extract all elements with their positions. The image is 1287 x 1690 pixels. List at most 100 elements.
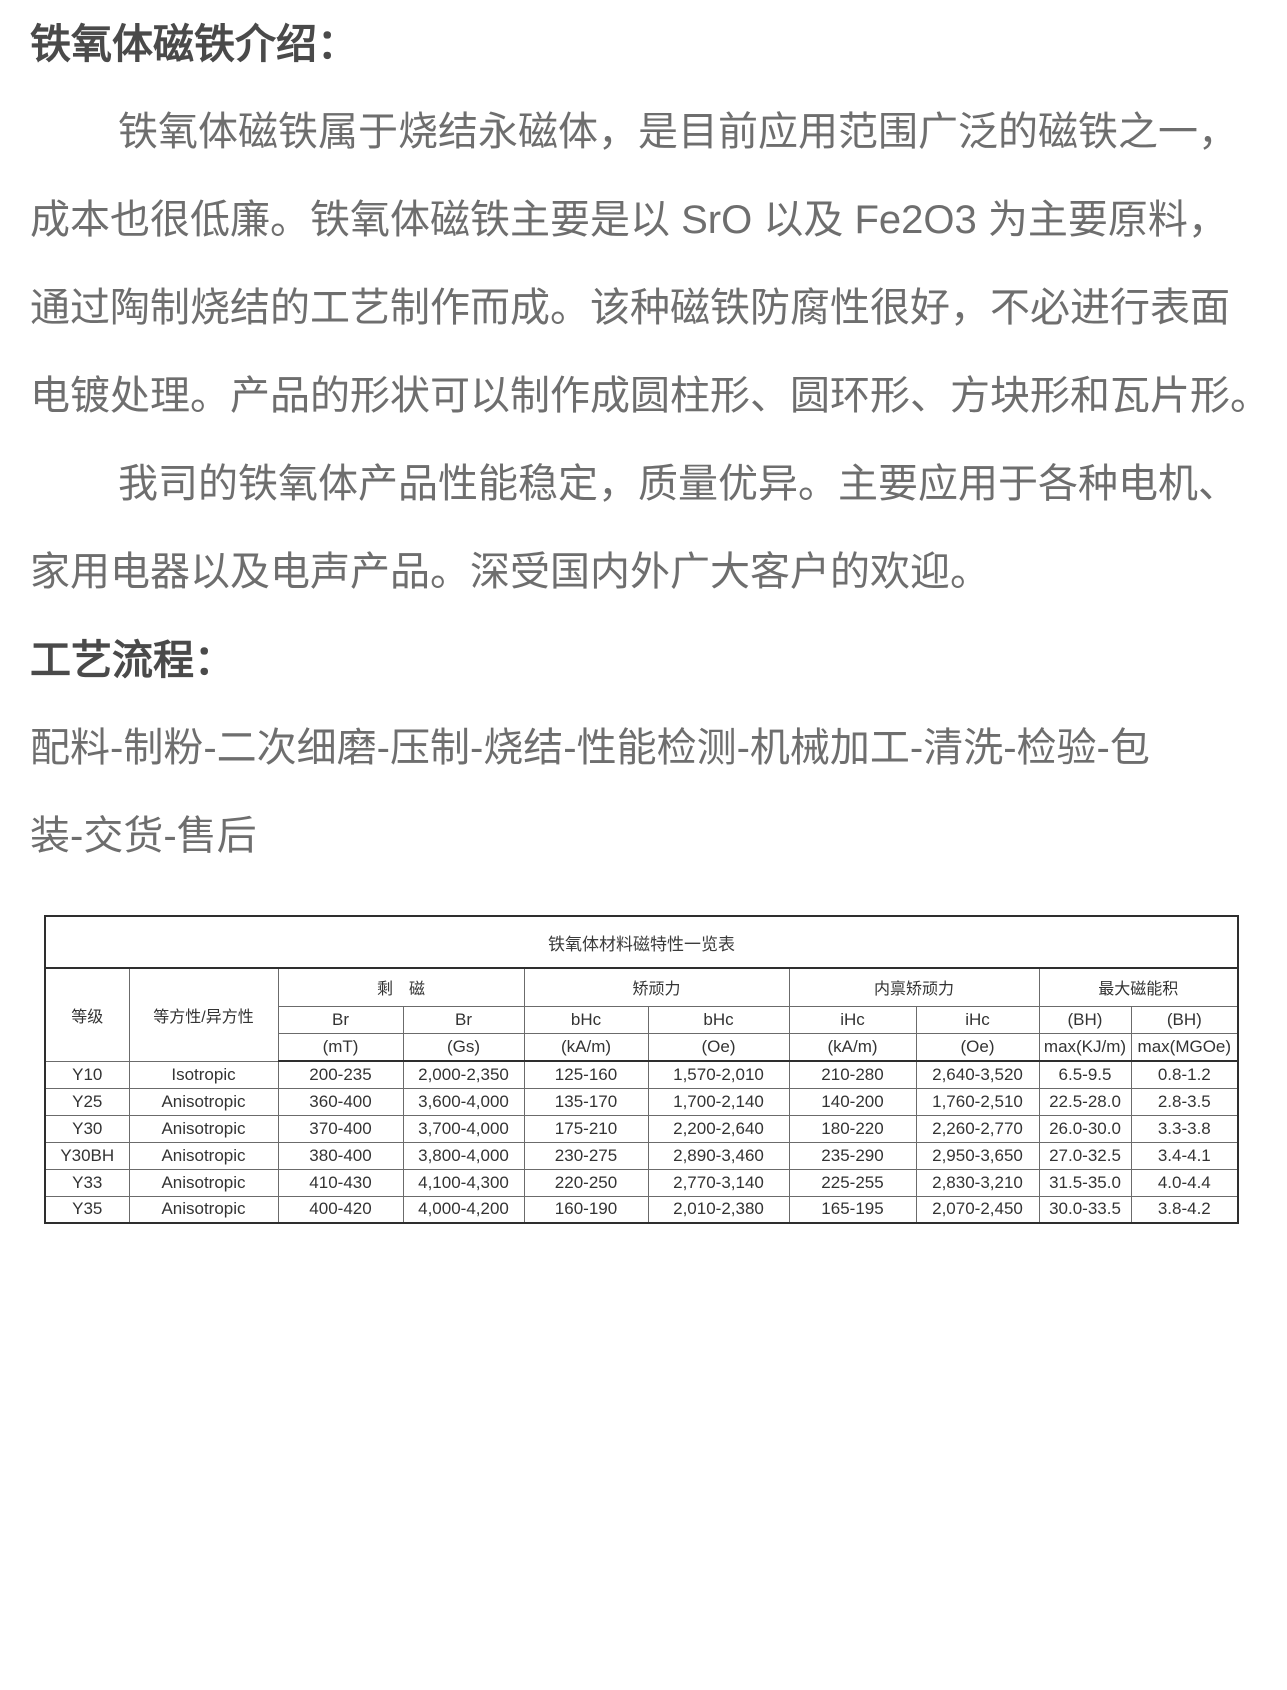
table-cell: 180-220	[788, 1114, 917, 1143]
table-cell: 2,950-3,650	[915, 1141, 1040, 1170]
table-cell: 3.4-4.1	[1130, 1141, 1239, 1170]
table-cell: 370-400	[277, 1114, 404, 1143]
table-row: Y33 Anisotropic 410-430 4,100-4,300 220-…	[44, 1168, 1239, 1197]
column-header: (BH)	[1130, 1005, 1239, 1034]
table-cell: 6.5-9.5	[1038, 1060, 1132, 1089]
table-cell: 380-400	[277, 1141, 404, 1170]
table-cell: 2,010-2,380	[647, 1195, 790, 1224]
column-unit: (Gs)	[402, 1032, 525, 1062]
table-cell: 1,700-2,140	[647, 1087, 790, 1116]
table-cell: Y30	[44, 1114, 130, 1143]
table-cell: 4,000-4,200	[402, 1195, 525, 1224]
paragraph-line: 电镀处理。产品的形状可以制作成圆柱形、圆环形、方块形和瓦片形。	[30, 374, 1270, 418]
table-cell: 2.8-3.5	[1130, 1087, 1239, 1116]
table-cell: Anisotropic	[128, 1168, 279, 1197]
column-unit: (mT)	[277, 1032, 404, 1062]
table-cell: 210-280	[788, 1060, 917, 1089]
table-cell: 135-170	[523, 1087, 649, 1116]
column-unit: (kA/m)	[788, 1032, 917, 1062]
table-cell: 2,000-2,350	[402, 1060, 525, 1089]
process-paragraph: 配料-制粉-二次细磨-压制-烧结-性能检测-机械加工-清洗-检验-包 装-交货-…	[30, 704, 1257, 880]
table-cell: 125-160	[523, 1060, 649, 1089]
table-row: Y35 Anisotropic 400-420 4,000-4,200 160-…	[44, 1195, 1239, 1224]
table-cell: 2,070-2,450	[915, 1195, 1040, 1224]
table-cell: 2,260-2,770	[915, 1114, 1040, 1143]
table-cell: 1,760-2,510	[915, 1087, 1040, 1116]
column-header-isotropy: 等方性/异方性	[128, 967, 279, 1062]
intro-paragraph-1: 铁氧体磁铁属于烧结永磁体，是目前应用范围广泛的磁铁之一， 成本也很低廉。铁氧体磁…	[30, 88, 1270, 440]
table-cell: Y33	[44, 1168, 130, 1197]
document-page: 铁氧体磁铁介绍： 铁氧体磁铁属于烧结永磁体，是目前应用范围广泛的磁铁之一， 成本…	[30, 21, 1270, 1224]
paragraph-line: 铁氧体磁铁属于烧结永磁体，是目前应用范围广泛的磁铁之一，	[118, 110, 1238, 154]
table-cell: 3,700-4,000	[402, 1114, 525, 1143]
table-cell: Y30BH	[44, 1141, 130, 1170]
table-row: Y30BH Anisotropic 380-400 3,800-4,000 23…	[44, 1141, 1239, 1170]
column-group-coercivity: 矫顽力	[523, 967, 790, 1007]
column-group-max-energy-product: 最大磁能积	[1038, 967, 1239, 1007]
table-title: 铁氧体材料磁特性一览表	[44, 915, 1239, 969]
column-group-remanence: 剩 磁	[277, 967, 525, 1007]
table-cell: 2,830-3,210	[915, 1168, 1040, 1197]
table-cell: 26.0-30.0	[1038, 1114, 1132, 1143]
column-header: Br	[402, 1005, 525, 1034]
table-cell: 175-210	[523, 1114, 649, 1143]
column-header: (BH)	[1038, 1005, 1132, 1034]
process-heading: 工艺流程：	[30, 637, 235, 683]
column-header: bHc	[647, 1005, 790, 1034]
table-cell: 30.0-33.5	[1038, 1195, 1132, 1224]
table-cell: 2,640-3,520	[915, 1060, 1040, 1089]
paragraph-line: 家用电器以及电声产品。深受国内外广大客户的欢迎。	[30, 550, 990, 594]
table-cell: 2,200-2,640	[647, 1114, 790, 1143]
column-unit: max(MGOe)	[1130, 1032, 1239, 1062]
column-unit: (kA/m)	[523, 1032, 649, 1062]
column-unit: (Oe)	[647, 1032, 790, 1062]
intro-heading: 铁氧体磁铁介绍：	[30, 21, 358, 67]
table-cell: Y35	[44, 1195, 130, 1224]
table-cell: 3.8-4.2	[1130, 1195, 1239, 1224]
table-cell: 0.8-1.2	[1130, 1060, 1239, 1089]
table-cell: Anisotropic	[128, 1141, 279, 1170]
table-units-row: (mT) (Gs) (kA/m) (Oe) (kA/m) (Oe) max(KJ…	[45, 1032, 1239, 1062]
table-cell: 2,770-3,140	[647, 1168, 790, 1197]
column-header: Br	[277, 1005, 404, 1034]
table-cell: Anisotropic	[128, 1114, 279, 1143]
table-cell: 225-255	[788, 1168, 917, 1197]
table-cell: 1,570-2,010	[647, 1060, 790, 1089]
table-cell: 220-250	[523, 1168, 649, 1197]
table-cell: Anisotropic	[128, 1087, 279, 1116]
paragraph-line: 成本也很低廉。铁氧体磁铁主要是以 SrO 以及 Fe2O3 为主要原料，	[30, 198, 1228, 242]
intro-paragraph-2: 我司的铁氧体产品性能稳定，质量优异。主要应用于各种电机、 家用电器以及电声产品。…	[30, 440, 1257, 616]
table-cell: 160-190	[523, 1195, 649, 1224]
table-cell: 140-200	[788, 1087, 917, 1116]
table-cell: 22.5-28.0	[1038, 1087, 1132, 1116]
table-cell: 2,890-3,460	[647, 1141, 790, 1170]
table-cell: 31.5-35.0	[1038, 1168, 1132, 1197]
paragraph-line: 通过陶制烧结的工艺制作而成。该种磁铁防腐性很好，不必进行表面	[30, 286, 1230, 330]
table-subheader-row: Br Br bHc bHc iHc iHc (BH) (BH)	[45, 1005, 1239, 1034]
paragraph-line: 配料-制粉-二次细磨-压制-烧结-性能检测-机械加工-清洗-检验-包	[30, 726, 1150, 770]
table-cell: 230-275	[523, 1141, 649, 1170]
column-unit: (Oe)	[915, 1032, 1040, 1062]
table-cell: 4.0-4.4	[1130, 1168, 1239, 1197]
table-cell: 165-195	[788, 1195, 917, 1224]
column-header-grade: 等级	[44, 967, 130, 1062]
column-unit: max(KJ/m)	[1038, 1032, 1132, 1062]
ferrite-properties-table: 铁氧体材料磁特性一览表 等级 等方性/异方性 剩 磁 矫顽力 内禀矫顽力 最大磁…	[44, 915, 1240, 1224]
table-cell: 4,100-4,300	[402, 1168, 525, 1197]
table-row: Y25 Anisotropic 360-400 3,600-4,000 135-…	[44, 1087, 1239, 1116]
table-cell: 3,600-4,000	[402, 1087, 525, 1116]
table-cell: Anisotropic	[128, 1195, 279, 1224]
table-cell: 235-290	[788, 1141, 917, 1170]
table-row: Y10 Isotropic 200-235 2,000-2,350 125-16…	[44, 1060, 1239, 1089]
table-row: Y30 Anisotropic 370-400 3,700-4,000 175-…	[44, 1114, 1239, 1143]
table-cell: 3.3-3.8	[1130, 1114, 1239, 1143]
paragraph-line: 我司的铁氧体产品性能稳定，质量优异。主要应用于各种电机、	[118, 462, 1238, 506]
table-cell: 27.0-32.5	[1038, 1141, 1132, 1170]
column-header: iHc	[788, 1005, 917, 1034]
column-group-intrinsic-coercivity: 内禀矫顽力	[788, 967, 1040, 1007]
table-cell: 3,800-4,000	[402, 1141, 525, 1170]
table-cell: 410-430	[277, 1168, 404, 1197]
table-cell: 400-420	[277, 1195, 404, 1224]
table-cell: Y25	[44, 1087, 130, 1116]
table-cell: Y10	[44, 1060, 130, 1089]
